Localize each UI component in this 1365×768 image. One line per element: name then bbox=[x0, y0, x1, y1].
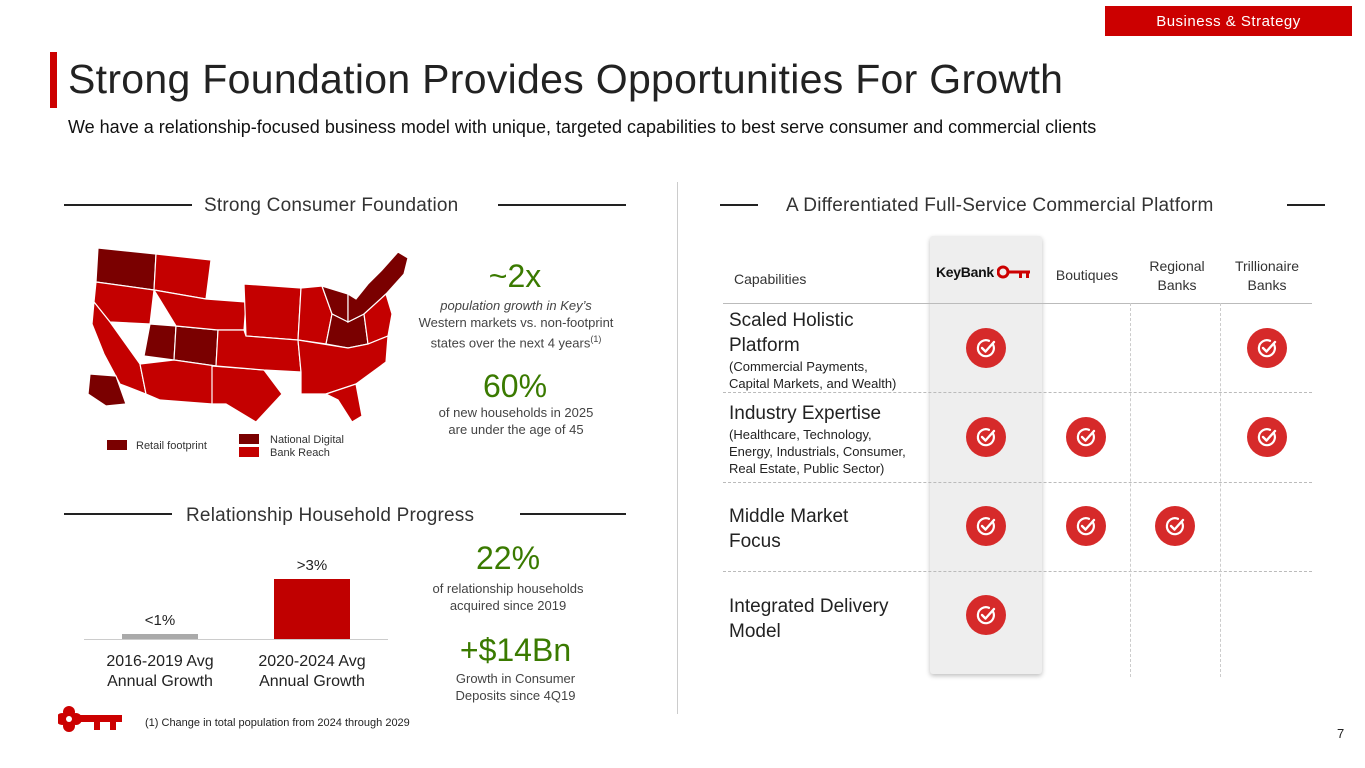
heading-rule-right bbox=[520, 513, 626, 515]
map-region-midwest-west bbox=[243, 283, 302, 341]
map-region-colorado bbox=[173, 325, 219, 367]
capability-row-label: Middle Market Focus bbox=[729, 506, 849, 552]
household-heading: Relationship Household Progress bbox=[186, 505, 475, 526]
map-region-southwest bbox=[139, 359, 217, 405]
us-footprint-map bbox=[87, 247, 409, 423]
keybank-logo: KeyBank bbox=[936, 264, 1031, 280]
heading-rule-right bbox=[1287, 204, 1325, 206]
legend-label-retail: Retail footprint bbox=[136, 440, 207, 452]
legend-swatch-digital bbox=[239, 434, 259, 444]
row-divider bbox=[723, 571, 1312, 572]
footnote: (1) Change in total population from 2024… bbox=[145, 717, 410, 729]
checkmark-icon bbox=[966, 506, 1006, 546]
column-header-regional: Regional Banks bbox=[1149, 258, 1205, 293]
heading-rule-right bbox=[498, 204, 626, 206]
chart-data-label: <1% bbox=[145, 612, 175, 629]
capabilities-header: Capabilities bbox=[734, 271, 807, 287]
column-header-trillionaire: Trillionaire Banks bbox=[1234, 258, 1300, 293]
checkmark-icon bbox=[966, 417, 1006, 457]
page-title: Strong Foundation Provides Opportunities… bbox=[68, 56, 1064, 102]
heading-rule-left bbox=[64, 204, 192, 206]
stat-deposits-note: Growth in Consumer Deposits since 4Q19 bbox=[455, 671, 576, 703]
key-logo-icon bbox=[996, 265, 1030, 279]
map-region-alaska bbox=[87, 373, 127, 407]
chart-category-label: 2020-2024 Avg Annual Growth bbox=[258, 653, 366, 690]
stat-deposits-value: +$14Bn bbox=[459, 632, 572, 668]
stat-households-note: of new households in 2025 are under the … bbox=[438, 405, 594, 437]
checkmark-icon bbox=[1066, 506, 1106, 546]
key-logo-icon bbox=[58, 706, 122, 732]
commercial-heading: A Differentiated Full-Service Commercial… bbox=[786, 195, 1214, 216]
stat-population-value: ~2x bbox=[488, 258, 542, 294]
stat-relationship-note: of relationship households acquired sinc… bbox=[432, 581, 584, 613]
keybank-wordmark: KeyBank bbox=[936, 264, 994, 280]
capability-row-label: Scaled Holistic Platform (Commercial Pay… bbox=[729, 310, 897, 391]
chart-category-label: 2016-2019 Avg Annual Growth bbox=[106, 653, 214, 690]
chart-data-label: >3% bbox=[297, 557, 327, 574]
map-region-california bbox=[91, 300, 147, 395]
row-divider bbox=[723, 482, 1312, 483]
checkmark-icon bbox=[1247, 328, 1287, 368]
legend-label-digital: National Digital Bank Reach bbox=[270, 434, 344, 459]
map-region-west bbox=[93, 281, 155, 325]
row-divider bbox=[723, 392, 1312, 393]
page-subtitle: We have a relationship-focused business … bbox=[68, 117, 1097, 137]
heading-rule-left bbox=[720, 204, 758, 206]
legend-swatch-digital bbox=[239, 447, 259, 457]
column-divider bbox=[1220, 303, 1221, 677]
column-header-boutiques: Boutiques bbox=[1055, 267, 1119, 283]
checkmark-icon bbox=[1247, 417, 1287, 457]
table-header-rule bbox=[723, 303, 1312, 304]
chart-bar bbox=[274, 579, 350, 639]
map-region-florida bbox=[324, 383, 363, 423]
checkmark-icon bbox=[1066, 417, 1106, 457]
map-region-texas bbox=[211, 365, 283, 423]
stat-population-note: population growth in Key’s Western marke… bbox=[418, 298, 614, 351]
column-divider bbox=[1130, 303, 1131, 677]
heading-rule-left bbox=[64, 513, 172, 515]
legend-swatch-retail bbox=[107, 440, 127, 450]
household-growth-chart: <1% >3% bbox=[84, 557, 388, 640]
capability-row-label: Integrated Delivery Model bbox=[729, 596, 889, 642]
map-region-northeast bbox=[347, 251, 409, 323]
section-divider bbox=[677, 182, 678, 714]
page-number: 7 bbox=[1337, 726, 1345, 741]
consumer-heading: Strong Consumer Foundation bbox=[204, 195, 459, 216]
stat-households-value: 60% bbox=[482, 368, 548, 404]
map-region-utah bbox=[143, 323, 177, 361]
chart-bar bbox=[122, 634, 198, 639]
stat-relationship-value: 22% bbox=[475, 540, 541, 576]
map-region-southeast bbox=[297, 335, 389, 395]
checkmark-icon bbox=[1155, 506, 1195, 546]
checkmark-icon bbox=[966, 595, 1006, 635]
capability-row-label: Industry Expertise (Healthcare, Technolo… bbox=[729, 403, 906, 476]
title-accent-bar bbox=[50, 52, 57, 108]
checkmark-icon bbox=[966, 328, 1006, 368]
section-tag: Business & Strategy bbox=[1105, 6, 1352, 36]
